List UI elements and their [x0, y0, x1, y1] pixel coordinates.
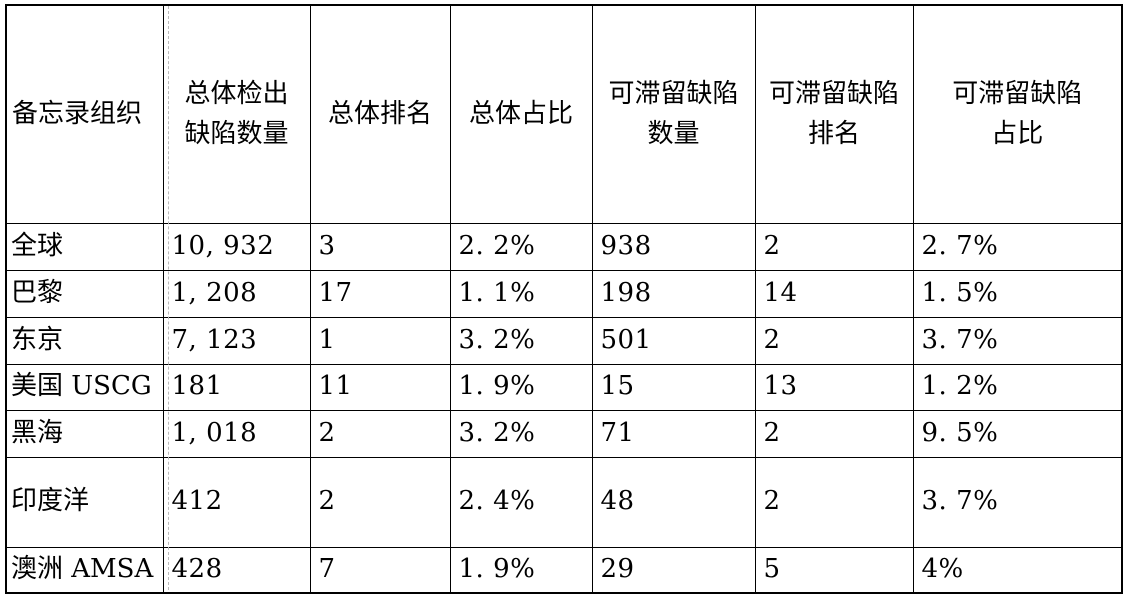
- header-line: 数量: [647, 119, 700, 150]
- table-row-black-sea: 黑海 1, 018 2 3. 2% 71 2 9. 5%: [5, 409, 1123, 458]
- table-cell-total-defects: 181: [162, 363, 311, 411]
- table-cell-detainable-ratio: 1. 5%: [912, 269, 1123, 318]
- table-cell-total-defects: 1, 208: [162, 269, 311, 318]
- table-cell-total-ratio: 3. 2%: [449, 409, 593, 458]
- header-line: 备忘录组织: [12, 99, 143, 130]
- header-line: 排名: [807, 119, 860, 150]
- header-line: 总体排名: [327, 99, 432, 130]
- table-cell-detainable-defects: 71: [591, 409, 756, 458]
- column-header-detainable-rank: 可滞留缺陷 排名: [754, 4, 914, 224]
- header-line: 占比: [991, 119, 1044, 150]
- table-row-indian-ocean: 印度洋 412 2 2. 4% 48 2 3. 7%: [5, 456, 1123, 548]
- table-cell-total-ratio: 3. 2%: [449, 316, 593, 365]
- column-header-detainable-defects: 可滞留缺陷 数量: [591, 4, 756, 224]
- table-cell-detainable-ratio: 9. 5%: [912, 409, 1123, 458]
- table-cell-organization: 全球: [5, 222, 164, 271]
- header-line: 可滞留缺陷: [608, 79, 739, 110]
- table-cell-organization: 美国 USCG: [5, 363, 164, 411]
- table-cell-total-rank: 1: [309, 316, 451, 365]
- table-cell-total-rank: 17: [309, 269, 451, 318]
- table-cell-detainable-rank: 14: [754, 269, 914, 318]
- table-cell-total-rank: 2: [309, 409, 451, 458]
- header-line: 总体检出: [184, 79, 289, 110]
- column-header-total-rank: 总体排名: [309, 4, 451, 224]
- table-cell-total-rank: 7: [309, 546, 451, 594]
- table-cell-detainable-ratio: 4%: [912, 546, 1123, 594]
- table-cell-total-defects: 428: [162, 546, 311, 594]
- table-cell-detainable-rank: 2: [754, 456, 914, 548]
- table-cell-detainable-defects: 938: [591, 222, 756, 271]
- table-row-tokyo: 东京 7, 123 1 3. 2% 501 2 3. 7%: [5, 316, 1123, 365]
- table-cell-total-ratio: 1. 1%: [449, 269, 593, 318]
- table-cell-total-ratio: 1. 9%: [449, 363, 593, 411]
- table-cell-organization: 巴黎: [5, 269, 164, 318]
- column-header-total-ratio: 总体占比: [449, 4, 593, 224]
- table-cell-organization: 澳洲 AMSA: [5, 546, 164, 594]
- column-header-organization: 备忘录组织: [5, 4, 164, 224]
- header-line: 缺陷数量: [184, 119, 289, 150]
- table-cell-detainable-rank: 2: [754, 409, 914, 458]
- table-cell-detainable-rank: 2: [754, 316, 914, 365]
- header-line: 总体占比: [468, 99, 573, 130]
- table-cell-organization: 东京: [5, 316, 164, 365]
- table-header-row: 备忘录组织 总体检出 缺陷数量 总体排名 总体占比 可滞留缺陷 数量 可滞留缺陷…: [5, 4, 1123, 224]
- table-cell-detainable-defects: 29: [591, 546, 756, 594]
- table-cell-total-rank: 3: [309, 222, 451, 271]
- table-cell-total-defects: 412: [162, 456, 311, 548]
- table-cell-detainable-defects: 501: [591, 316, 756, 365]
- column-header-detainable-ratio: 可滞留缺陷 占比: [912, 4, 1123, 224]
- mou-statistics-table: 备忘录组织 总体检出 缺陷数量 总体排名 总体占比 可滞留缺陷 数量 可滞留缺陷…: [5, 4, 1123, 594]
- table-cell-total-ratio: 2. 2%: [449, 222, 593, 271]
- table-cell-detainable-defects: 48: [591, 456, 756, 548]
- table-cell-detainable-ratio: 3. 7%: [912, 456, 1123, 548]
- table-cell-total-defects: 7, 123: [162, 316, 311, 365]
- table-row-amsa: 澳洲 AMSA 428 7 1. 9% 29 5 4%: [5, 546, 1123, 594]
- table-cell-total-rank: 11: [309, 363, 451, 411]
- table-cell-organization: 黑海: [5, 409, 164, 458]
- table-cell-detainable-defects: 198: [591, 269, 756, 318]
- table-cell-organization: 印度洋: [5, 456, 164, 548]
- header-line: 可滞留缺陷: [768, 79, 899, 110]
- table-cell-total-ratio: 2. 4%: [449, 456, 593, 548]
- table-row-global: 全球 10, 932 3 2. 2% 938 2 2. 7%: [5, 222, 1123, 271]
- table-cell-total-defects: 1, 018: [162, 409, 311, 458]
- table-cell-detainable-rank: 13: [754, 363, 914, 411]
- table-row-uscg: 美国 USCG 181 11 1. 9% 15 13 1. 2%: [5, 363, 1123, 411]
- header-line: 可滞留缺陷: [952, 79, 1083, 110]
- table-cell-total-ratio: 1. 9%: [449, 546, 593, 594]
- table-cell-detainable-rank: 2: [754, 222, 914, 271]
- table-cell-detainable-ratio: 3. 7%: [912, 316, 1123, 365]
- table-cell-detainable-ratio: 1. 2%: [912, 363, 1123, 411]
- table-cell-total-rank: 2: [309, 456, 451, 548]
- table-cell-total-defects: 10, 932: [162, 222, 311, 271]
- table-cell-detainable-rank: 5: [754, 546, 914, 594]
- column-header-total-defects: 总体检出 缺陷数量: [162, 4, 311, 224]
- table-row-paris: 巴黎 1, 208 17 1. 1% 198 14 1. 5%: [5, 269, 1123, 318]
- table-cell-detainable-ratio: 2. 7%: [912, 222, 1123, 271]
- table-cell-detainable-defects: 15: [591, 363, 756, 411]
